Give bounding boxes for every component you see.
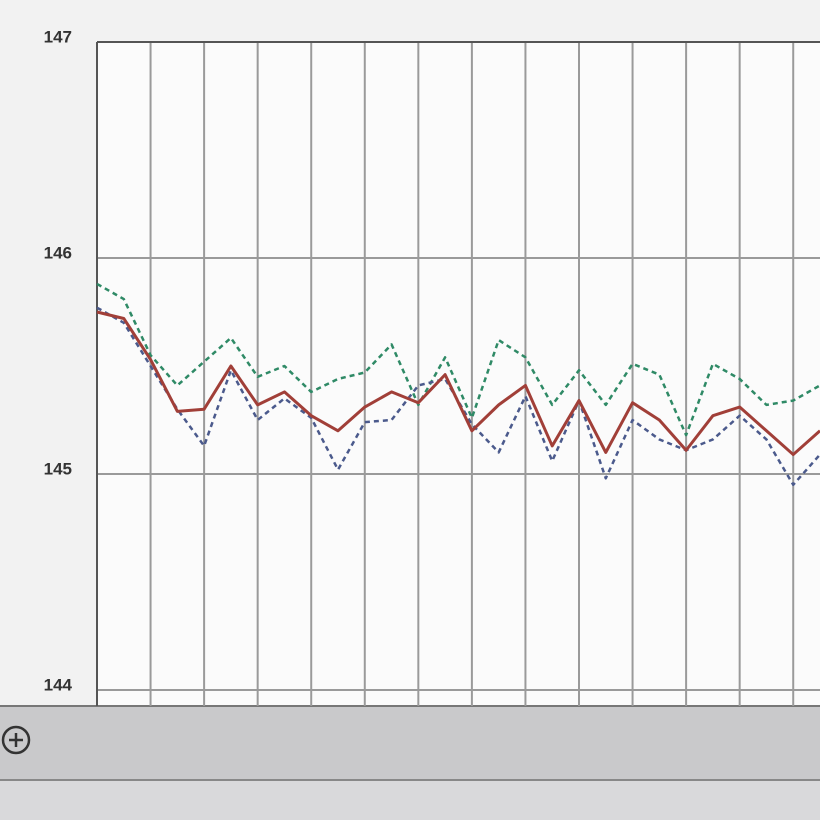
series-line bbox=[96, 310, 820, 457]
series-line bbox=[96, 282, 820, 437]
series-line bbox=[96, 306, 820, 487]
plot-area bbox=[97, 42, 820, 706]
tab-bar bbox=[0, 706, 820, 780]
y-tick-label: 147 bbox=[44, 27, 72, 46]
add-button-circle bbox=[1, 725, 31, 755]
y-tick-label: 145 bbox=[44, 459, 72, 478]
y-tick-label: 146 bbox=[44, 243, 72, 262]
y-tick-label: 144 bbox=[44, 675, 73, 694]
add-sheet-button[interactable] bbox=[1, 725, 31, 755]
